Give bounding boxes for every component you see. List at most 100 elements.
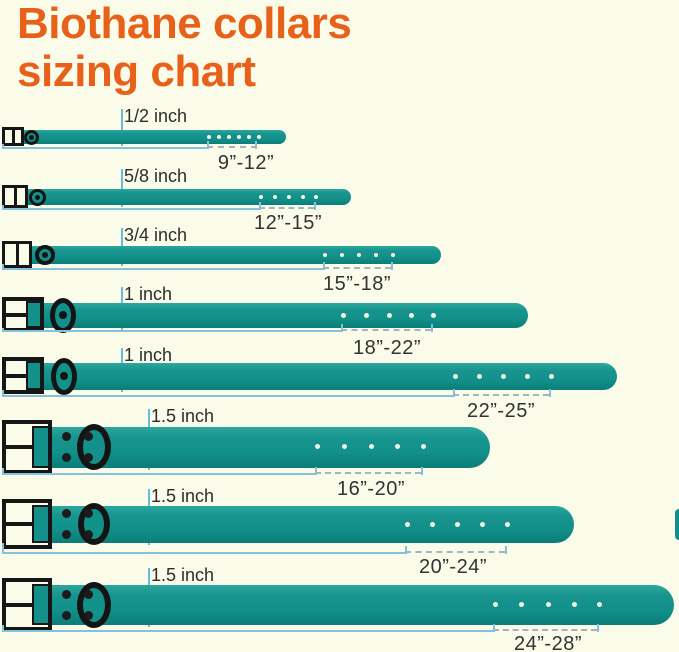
collar-width-label: 1/2 inch (124, 106, 188, 126)
measure-line (2, 552, 405, 554)
adjustment-hole (431, 313, 436, 318)
measure-tick (2, 543, 4, 553)
buckle-strap-thread (32, 584, 50, 625)
buckle-slot (5, 130, 12, 143)
measure-tick (341, 324, 343, 332)
collar-size-range: 9”-12” (217, 152, 275, 174)
collar-strap (12, 130, 286, 144)
measure-tick (597, 624, 599, 632)
rivet-icon (84, 432, 93, 441)
adjustment-hole (421, 444, 426, 449)
buckle-strap-thread (32, 505, 50, 543)
collar-width-label: 1.5 inch (151, 565, 215, 585)
width-pointer-line (121, 169, 123, 207)
measure-tick (453, 389, 455, 397)
adjustment-hole (314, 195, 318, 199)
adjustment-hole (546, 602, 551, 607)
ring-pin-icon (60, 372, 68, 380)
collar-strap (12, 189, 351, 205)
page-title: Biothane collars sizing chart (17, 0, 352, 95)
collar-strap (12, 585, 674, 625)
rivet-icon (62, 432, 71, 441)
measure-tick (255, 141, 257, 149)
measure-tick (405, 546, 407, 554)
rivet-icon (62, 530, 71, 539)
buckle-icon (2, 185, 28, 208)
adjustment-hole (364, 313, 369, 318)
measure-tick (505, 546, 507, 554)
adjustment-hole (480, 522, 485, 527)
rivet-icon (84, 530, 93, 539)
adjustment-hole (430, 522, 435, 527)
adjustment-hole (247, 135, 251, 139)
buckle-slot (18, 244, 29, 265)
collar-size-range: 15”-18” (323, 273, 391, 295)
adjustment-hole (342, 444, 347, 449)
adjustment-hole (340, 253, 344, 257)
collar-size-range: 22”-25” (467, 400, 535, 422)
adjustment-hole (341, 313, 346, 318)
d-ring-icon (77, 582, 111, 628)
adjustment-hole (519, 602, 524, 607)
ring-pin-icon (42, 252, 48, 258)
collar-size-range: 16”-20” (337, 478, 405, 500)
adjustment-hole (505, 522, 510, 527)
measure-tick (493, 624, 495, 632)
hole-span-dashed-line (323, 267, 391, 269)
rivet-icon (62, 611, 71, 620)
measure-line (2, 208, 259, 210)
measure-tick (323, 262, 325, 270)
adjustment-hole (477, 374, 482, 379)
adjustment-hole (493, 602, 498, 607)
adjustment-hole (395, 444, 400, 449)
adjustment-hole (387, 313, 392, 318)
measure-line (2, 473, 315, 475)
measure-line (2, 330, 341, 332)
measure-tick (391, 262, 393, 270)
adjustment-hole (501, 374, 506, 379)
measure-tick (2, 328, 4, 332)
adjustment-hole (453, 374, 458, 379)
measure-tick (259, 202, 261, 210)
measure-tick (2, 264, 4, 270)
collar-strap (12, 303, 528, 328)
adjustment-hole (374, 253, 378, 257)
adjustment-hole (525, 374, 530, 379)
rivet-icon (62, 590, 71, 599)
adjustment-hole (207, 135, 211, 139)
adjustment-hole (323, 253, 327, 257)
adjustment-hole (597, 602, 602, 607)
measure-tick (421, 467, 423, 475)
adjustment-hole (391, 253, 395, 257)
collar-size-range: 12”-15” (254, 212, 322, 234)
buckle-icon (2, 127, 24, 146)
ring-pin-icon (28, 134, 34, 140)
d-ring-icon (78, 503, 110, 545)
adjustment-hole (369, 444, 374, 449)
adjustment-hole (455, 522, 460, 527)
adjustment-hole (405, 522, 410, 527)
collar-width-label: 5/8 inch (124, 166, 188, 186)
collar-size-range: 24”-28” (514, 633, 582, 652)
adjustment-hole (257, 135, 261, 139)
hole-span-dashed-line (315, 472, 421, 474)
collar-width-label: 1.5 inch (151, 406, 215, 426)
adjustment-hole (549, 374, 554, 379)
collar-width-label: 1.5 inch (151, 486, 215, 506)
adjustment-hole (237, 135, 241, 139)
measure-line (2, 147, 207, 149)
buckle-slot (14, 130, 21, 143)
width-pointer-line (121, 109, 123, 146)
measure-tick (2, 625, 4, 631)
adjustment-hole (287, 195, 291, 199)
buckle-slot (5, 188, 14, 205)
adjustment-hole (227, 135, 231, 139)
collar-width-label: 3/4 inch (124, 225, 188, 245)
hole-span-dashed-line (341, 329, 431, 331)
adjustment-hole (301, 195, 305, 199)
collar-strap (12, 363, 617, 390)
collar-width-label: 1 inch (124, 345, 173, 365)
hole-span-dashed-line (493, 629, 597, 631)
measure-line (2, 268, 323, 270)
